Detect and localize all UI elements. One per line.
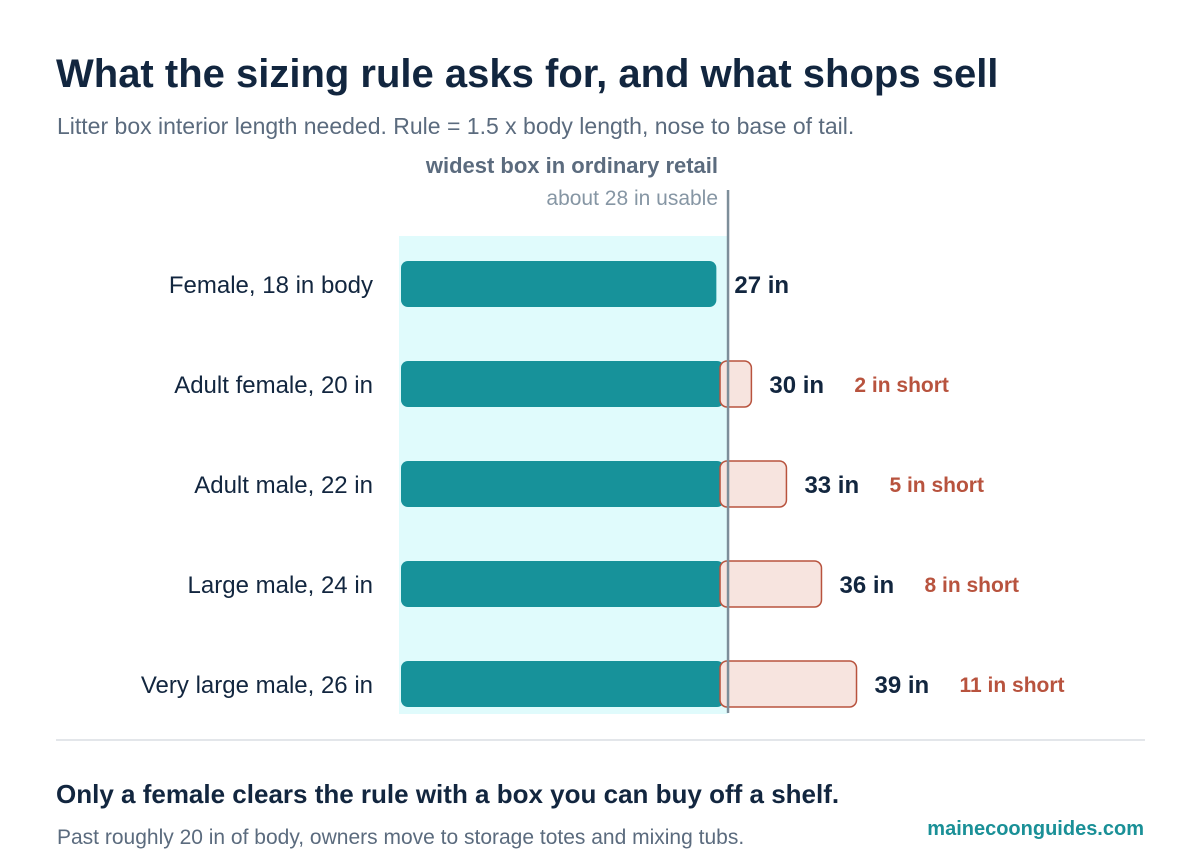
value-label: 33 in bbox=[804, 472, 859, 499]
footnote-text: Past roughly 20 in of body, owners move … bbox=[57, 826, 745, 849]
category-label: Female, 18 in body bbox=[169, 272, 373, 299]
shortfall-label: 11 in short bbox=[960, 674, 1065, 697]
shortfall-label: 5 in short bbox=[889, 474, 984, 497]
shortfall-bar bbox=[719, 560, 823, 608]
retail-reference-label: widest box in ordinary retail bbox=[425, 153, 718, 178]
value-label: 39 in bbox=[875, 672, 930, 699]
bar bbox=[401, 461, 725, 507]
bars-layer: Female, 18 in body 27 in Adult female, 20 … bbox=[141, 261, 1065, 708]
shortfall-bar bbox=[719, 660, 858, 708]
shortfall-bar bbox=[719, 460, 788, 508]
chart-subtitle: Litter box interior length needed. Rule … bbox=[57, 113, 855, 139]
shortfall-label: 8 in short bbox=[924, 574, 1019, 597]
value-label: 30 in bbox=[769, 372, 824, 399]
bar bbox=[401, 561, 725, 607]
shortfall-bar bbox=[719, 360, 753, 408]
brand-link[interactable]: mainecoonguides.com bbox=[927, 818, 1144, 840]
category-label: Large male, 24 in bbox=[188, 572, 373, 599]
bar bbox=[401, 361, 725, 407]
retail-reference-sublabel: about 28 in usable bbox=[546, 187, 718, 210]
category-label: Adult female, 20 in bbox=[174, 372, 373, 399]
footer-divider bbox=[56, 739, 1145, 741]
bar bbox=[401, 661, 725, 707]
shortfall-label: 2 in short bbox=[854, 374, 949, 397]
chart-title: What the sizing rule asks for, and what … bbox=[56, 52, 999, 96]
value-label: 36 in bbox=[839, 572, 894, 599]
value-label: 27 in bbox=[734, 272, 789, 299]
category-label: Adult male, 22 in bbox=[194, 472, 373, 499]
takeaway-text: Only a female clears the rule with a box… bbox=[56, 779, 840, 809]
bar bbox=[401, 261, 717, 307]
bar-chart: Female, 18 in body 27 in Adult female, 20 … bbox=[141, 153, 1065, 714]
category-label: Very large male, 26 in bbox=[141, 672, 373, 699]
